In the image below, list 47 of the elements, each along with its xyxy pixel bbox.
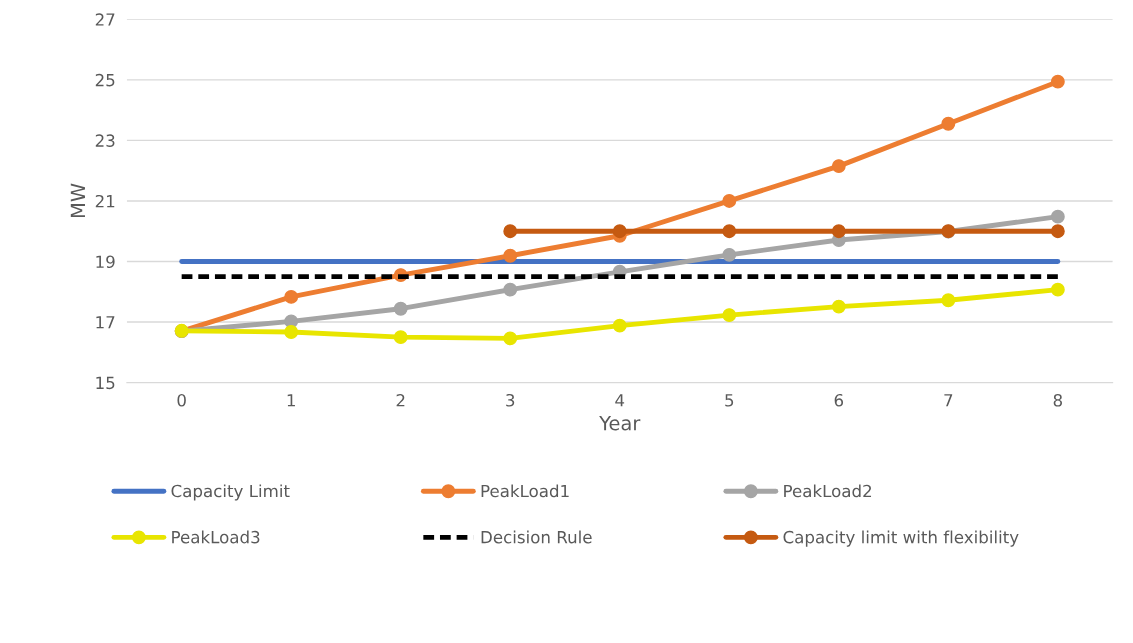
- y-tick-label: 17: [96, 316, 115, 329]
- point: [1050, 282, 1065, 297]
- point: [941, 293, 956, 308]
- point: [722, 308, 737, 323]
- point: [831, 159, 846, 174]
- point: [831, 299, 846, 314]
- point: [612, 224, 627, 239]
- x-tick-label: 1: [287, 394, 295, 407]
- legend-label: PeakLoad3: [172, 530, 260, 544]
- point: [1050, 209, 1065, 224]
- y-tick-label: 21: [95, 194, 115, 208]
- point: [1050, 74, 1065, 89]
- y-tick-label: 27: [95, 13, 115, 26]
- y-tick-label: 15: [96, 376, 115, 390]
- point: [503, 282, 518, 297]
- legend-label: PeakLoad1: [481, 484, 569, 498]
- point: [722, 224, 737, 239]
- legend-label: PeakLoad2: [784, 484, 872, 498]
- y-tick-label: 25: [95, 73, 115, 87]
- x-tick-label: 2: [396, 393, 405, 407]
- legend-label: Decision Rule: [481, 530, 592, 544]
- point: [612, 318, 627, 333]
- point: [722, 247, 737, 262]
- point: [503, 331, 518, 346]
- y-tick-label: 19: [96, 255, 115, 269]
- y-tick-label: 23: [95, 134, 115, 147]
- point: [1050, 224, 1065, 239]
- x-tick-label: 8: [1053, 393, 1063, 407]
- x-tick-label: 3: [506, 393, 515, 407]
- x-tick-label: 6: [834, 393, 844, 407]
- point: [393, 301, 408, 316]
- point: [284, 325, 299, 339]
- point: [503, 224, 518, 239]
- point: [831, 224, 846, 239]
- legend-label: Capacity Limit: [171, 484, 290, 501]
- point: [284, 289, 299, 304]
- x-tick-label: 7: [944, 394, 953, 407]
- x-axis-title: Year: [599, 415, 641, 431]
- x-tick-label: 0: [177, 393, 186, 407]
- x-tick-label: 4: [615, 394, 625, 407]
- x-tick-label: 5: [725, 394, 734, 407]
- point: [722, 193, 737, 208]
- y-axis-title: MW: [70, 183, 85, 218]
- point: [393, 330, 408, 345]
- point: [941, 116, 956, 131]
- point: [503, 248, 518, 263]
- legend-label: Capacity limit with flexibility: [783, 530, 1019, 547]
